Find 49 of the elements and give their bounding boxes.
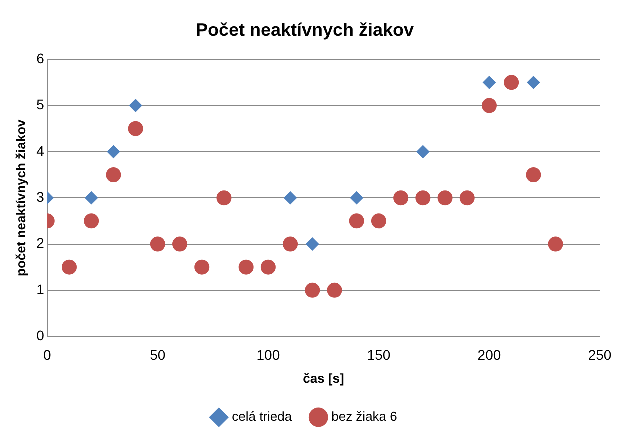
legend-label: celá trieda	[232, 409, 293, 424]
point	[526, 168, 542, 183]
x-tick-label: 50	[150, 346, 166, 363]
point	[350, 192, 364, 205]
point	[284, 192, 298, 205]
point	[84, 214, 100, 229]
y-tick-label: 0	[36, 327, 45, 344]
chart-title: Počet neaktívnych žiakov	[196, 20, 414, 40]
y-tick-label: 6	[36, 50, 45, 66]
y-tick-label: 2	[36, 235, 45, 252]
point	[438, 190, 453, 206]
point	[394, 190, 409, 206]
point	[260, 260, 276, 275]
y-tick-label: 5	[36, 96, 45, 113]
point	[482, 76, 496, 90]
point	[106, 168, 122, 183]
y-tick-label: 4	[36, 142, 45, 159]
y-tick-label: 3	[36, 188, 45, 205]
x-tick-label: 150	[367, 346, 391, 363]
point	[283, 236, 298, 252]
x-tick-label: 100	[256, 346, 280, 363]
x-tick-label: 250	[588, 346, 612, 363]
point	[327, 282, 342, 298]
point	[482, 98, 497, 114]
point	[548, 236, 564, 252]
point	[150, 236, 166, 252]
y-axis-title: počet neaktívnych žiakov	[13, 118, 28, 276]
point	[194, 260, 210, 275]
x-tick-label: 200	[478, 346, 502, 363]
point	[306, 238, 320, 251]
point	[216, 190, 232, 206]
point	[107, 145, 120, 158]
point	[349, 214, 364, 229]
point	[504, 75, 520, 90]
point	[416, 190, 431, 206]
point	[62, 260, 77, 275]
y-tick-label: 1	[36, 281, 45, 298]
point	[305, 282, 320, 298]
point	[129, 99, 142, 112]
x-axis-title: čas [s]	[303, 370, 344, 386]
point	[460, 190, 475, 206]
legend-label: bez žiaka 6	[332, 409, 398, 424]
point	[371, 214, 386, 229]
point	[238, 260, 254, 275]
point	[416, 145, 430, 158]
point	[527, 76, 540, 90]
point	[172, 236, 188, 252]
point	[128, 121, 144, 136]
point	[85, 192, 98, 205]
